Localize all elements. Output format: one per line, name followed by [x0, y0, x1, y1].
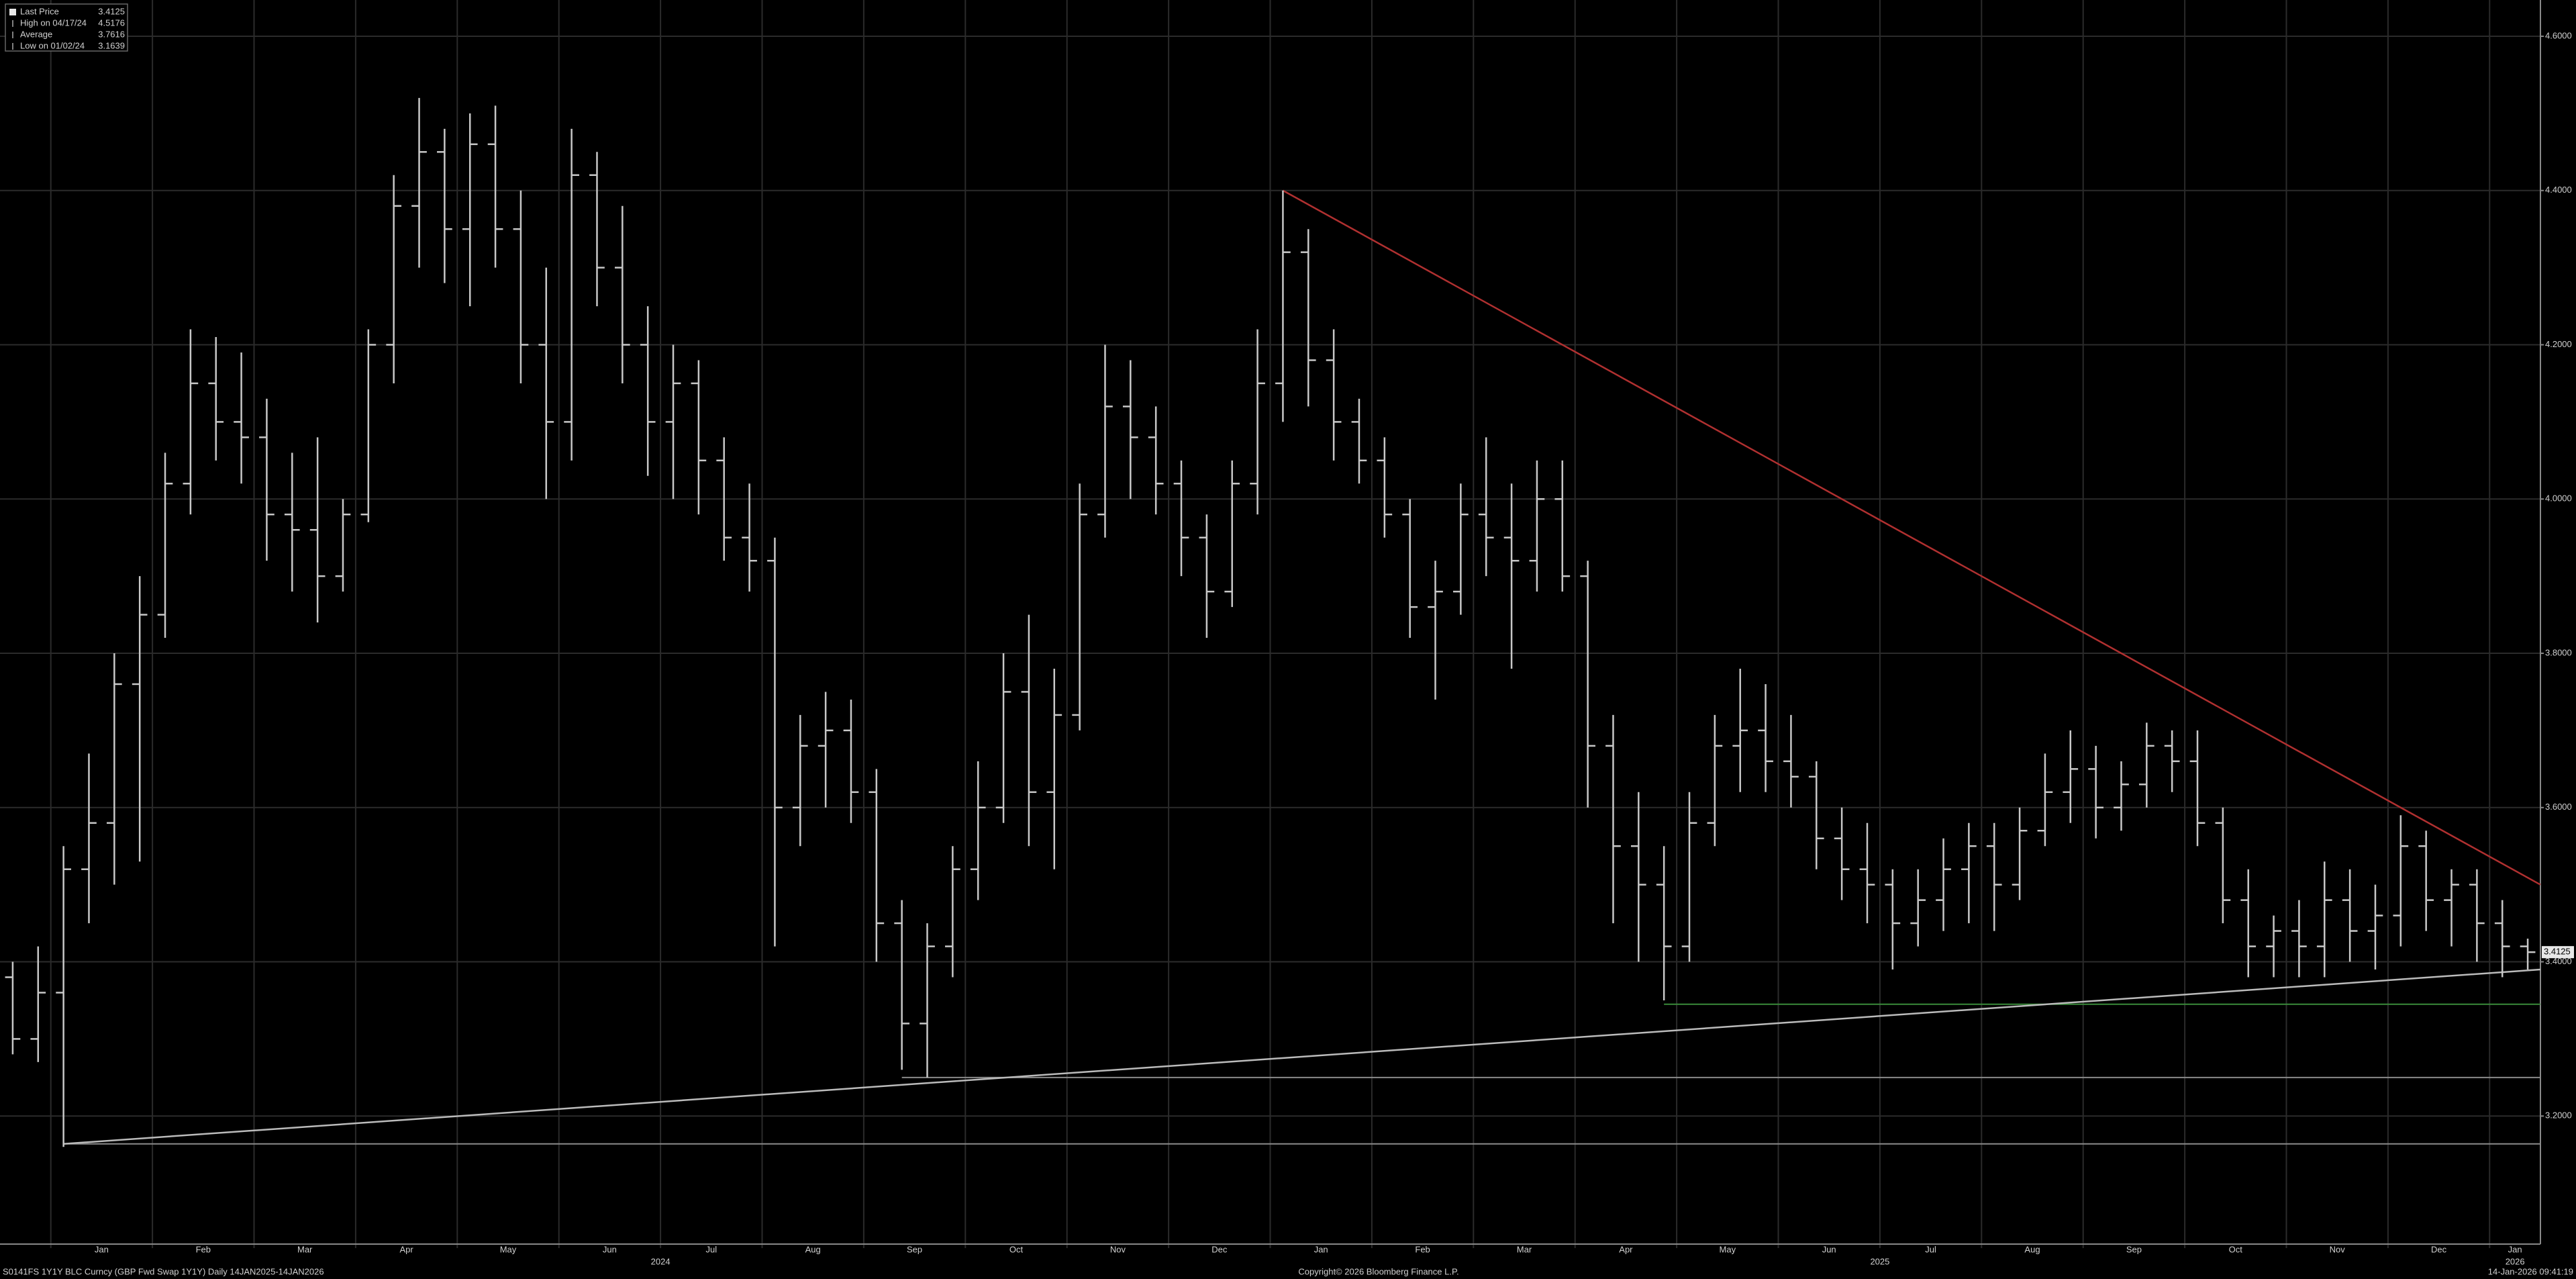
y-tick-label: 4.6000	[2545, 30, 2572, 40]
last-price-label: 3.4125	[2544, 947, 2571, 957]
x-tick-label: Jun	[603, 1244, 617, 1254]
footer-right: 14-Jan-2026 09:41:19	[2488, 1266, 2573, 1276]
y-tick-label: 4.0000	[2545, 493, 2572, 504]
year-label: 2026	[2506, 1256, 2525, 1266]
y-tick-label: 3.4000	[2545, 956, 2572, 966]
x-tick-label: Jan	[2508, 1244, 2522, 1254]
legend-label: Last Price	[20, 6, 59, 16]
legend-value: 3.1639	[98, 40, 125, 50]
legend-value: 3.4125	[98, 6, 125, 16]
legend-swatch	[9, 9, 16, 15]
x-tick-label: Jan	[1314, 1244, 1328, 1254]
y-tick-label: 3.2000	[2545, 1110, 2572, 1121]
x-tick-label: Jun	[1822, 1244, 1836, 1254]
y-tick-label: 3.6000	[2545, 802, 2572, 812]
x-tick-label: Feb	[196, 1244, 211, 1254]
x-tick-label: Sep	[2126, 1244, 2142, 1254]
last-price-box	[2542, 946, 2574, 959]
legend-box	[5, 3, 128, 52]
x-tick-label: Apr	[399, 1244, 413, 1254]
legend-label: Average	[20, 29, 52, 39]
trendline	[1282, 189, 2541, 886]
x-tick-label: May	[500, 1244, 517, 1254]
x-tick-label: Jul	[705, 1244, 717, 1254]
x-tick-label: Jan	[95, 1244, 109, 1254]
x-tick-label: Apr	[1619, 1244, 1633, 1254]
legend-label: High on 04/17/24	[20, 17, 87, 28]
legend-value: 4.5176	[98, 17, 125, 28]
x-tick-label: Oct	[2229, 1244, 2243, 1254]
footer-center: Copyright© 2026 Bloomberg Finance L.P.	[1298, 1266, 1458, 1276]
legend-label: Low on 01/02/24	[20, 40, 85, 50]
footer-left: S0141FS 1Y1Y BLC Curncy (GBP Fwd Swap 1Y…	[3, 1266, 324, 1276]
x-tick-label: May	[1720, 1244, 1736, 1254]
x-tick-label: Aug	[805, 1244, 821, 1254]
x-tick-label: Nov	[2330, 1244, 2346, 1254]
year-label: 2025	[1870, 1256, 1889, 1266]
trendline	[63, 968, 2541, 1145]
x-tick-label: Nov	[1110, 1244, 1126, 1254]
y-tick-label: 4.2000	[2545, 339, 2572, 349]
x-tick-label: Feb	[1415, 1244, 1430, 1254]
x-tick-label: Oct	[1009, 1244, 1024, 1254]
x-tick-label: Aug	[2024, 1244, 2040, 1254]
y-tick-label: 3.8000	[2545, 647, 2572, 657]
x-tick-label: Dec	[1211, 1244, 1228, 1254]
legend-value: 3.7616	[98, 29, 125, 39]
x-tick-label: Mar	[297, 1244, 313, 1254]
year-label: 2024	[651, 1256, 671, 1266]
x-tick-label: Sep	[907, 1244, 922, 1254]
x-tick-label: Jul	[1925, 1244, 1936, 1254]
x-tick-label: Mar	[1517, 1244, 1532, 1254]
x-tick-label: Dec	[2431, 1244, 2447, 1254]
y-tick-label: 4.4000	[2545, 185, 2572, 195]
